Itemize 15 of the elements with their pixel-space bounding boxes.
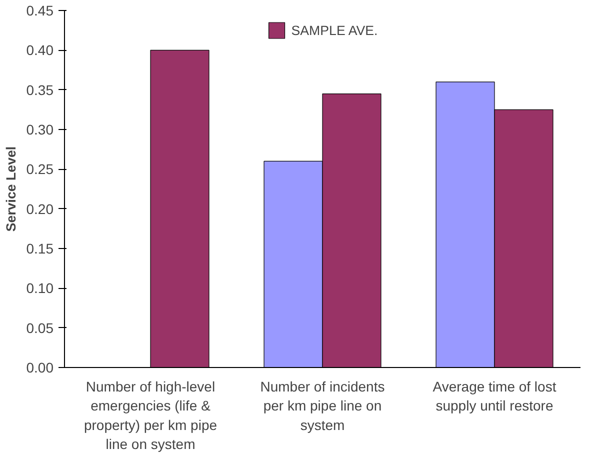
x-tick-label: Average time of lost supply until restore — [432, 378, 556, 414]
x-tick-label: Number of high-level emergencies (life & property) per km pipe line on system — [84, 378, 218, 452]
legend-label: SAMPLE AVE. — [291, 22, 378, 38]
y-tick-label: 0.10 — [26, 280, 54, 296]
y-tick-label: 0.15 — [26, 240, 54, 256]
y-tick-label: 0.30 — [26, 122, 54, 138]
y-tick-label: 0.20 — [26, 200, 54, 217]
y-axis-title: Service Level — [3, 146, 18, 232]
y-tick-label: 0.40 — [26, 42, 54, 58]
y-tick-label: 0.45 — [26, 2, 54, 18]
y-tick-label: 0.25 — [26, 161, 54, 178]
y-tick-label: 0.35 — [26, 82, 54, 98]
x-tick-label: Number of incidents per km pipe line on system — [260, 378, 385, 433]
y-tick-label: 0.00 — [26, 360, 54, 376]
y-tick-label: 0.05 — [26, 320, 54, 336]
